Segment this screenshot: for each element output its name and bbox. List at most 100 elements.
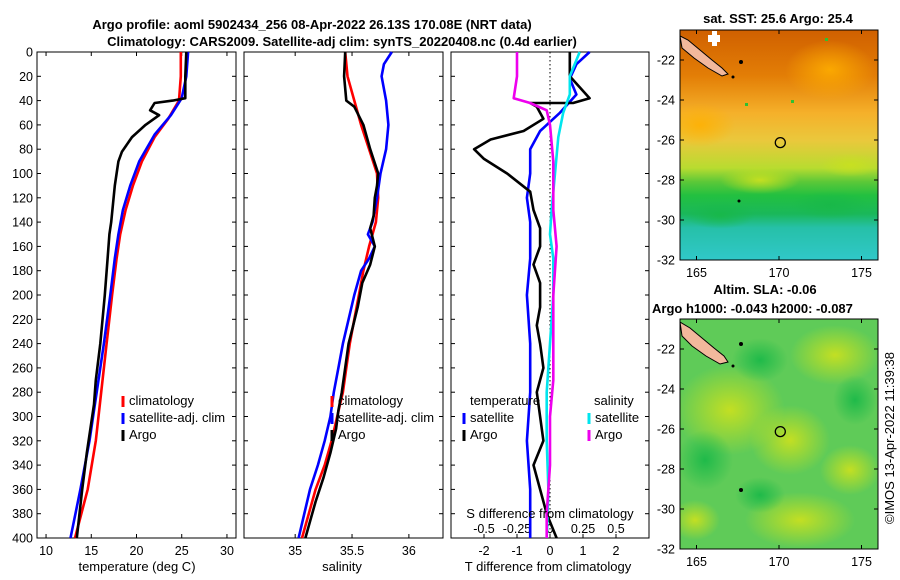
- legend-temperature-title: temperature: [470, 393, 540, 408]
- y-tick-label: 0: [26, 46, 33, 60]
- sst-cool-patch: [790, 191, 870, 219]
- map-lon-label: 175: [851, 555, 872, 569]
- y-tick-label: 160: [12, 240, 33, 254]
- salinity-legend: climatology satellite-adj. clim Argo: [330, 393, 434, 442]
- salinity-plot-frame: [243, 51, 444, 539]
- map-lat-label: -24: [657, 94, 675, 108]
- x-tick-label: 15: [84, 544, 98, 558]
- sla-high-patch: [680, 500, 720, 540]
- legend-t-satellite-label: satellite: [470, 410, 514, 425]
- map-lon-label: 175: [851, 266, 872, 280]
- y-tick-label: 380: [12, 507, 33, 521]
- series-line-s-argo: [512, 52, 558, 538]
- island-marker: [737, 199, 741, 203]
- y-tick-label: 340: [12, 459, 33, 473]
- x-tick-label: 1: [580, 544, 587, 558]
- y-tick-label: 320: [12, 434, 33, 448]
- map-lat-label: -22: [657, 54, 675, 68]
- argo-location-marker: [774, 425, 786, 438]
- map-lat-label: -22: [657, 343, 675, 357]
- island-marker: [739, 60, 743, 64]
- legend-climatology-label: climatology: [129, 393, 195, 408]
- sla-map-title: Altim. SLA: -0.06: [713, 282, 816, 297]
- series-line-climatology: [300, 51, 380, 539]
- legend-s-satellite-label: satellite: [595, 410, 639, 425]
- temperature-series: [69, 51, 190, 539]
- legend-argo-label: Argo: [129, 427, 156, 442]
- y-tick-label: 240: [12, 337, 33, 351]
- series-line-satellite-adj-clim: [69, 51, 190, 539]
- island-marker: [739, 342, 743, 346]
- x-top-tick-label: 0.5: [607, 522, 624, 536]
- sst-front-patch: [820, 153, 878, 177]
- y-tick-label: 400: [12, 532, 33, 546]
- island-marker: [731, 75, 735, 79]
- figure-title-line2: Climatology: CARS2009. Satellite-adj cli…: [107, 34, 577, 49]
- sla-high-patch: [820, 445, 878, 495]
- cloud-mask: [712, 31, 717, 46]
- sst-warm-patch: [680, 103, 735, 147]
- x-tick-label: 20: [130, 544, 144, 558]
- island-marker: [731, 364, 735, 368]
- sla-low-patch: [735, 477, 785, 513]
- x-tick-label: 0: [547, 544, 554, 558]
- series-line-argo: [304, 51, 380, 539]
- y-tick-label: 40: [19, 94, 33, 108]
- map-lat-label: -26: [657, 134, 675, 148]
- sla-map-subtitle: Argo h1000: -0.043 h2000: -0.087: [652, 301, 853, 316]
- y-tick-label: 20: [19, 70, 33, 84]
- y-tick-label: 80: [19, 143, 33, 157]
- map-lon-label: 165: [686, 555, 707, 569]
- sst-map-field: [680, 30, 878, 260]
- temperature-plot-frame: [36, 51, 237, 539]
- temperature-xlabel: temperature (deg C): [78, 559, 195, 574]
- x-tick-label: 35: [288, 544, 302, 558]
- x-top-tick-label: -0.5: [473, 522, 495, 536]
- difference-xlabel: T difference from climatology: [465, 559, 632, 574]
- x-tick-label: 36: [402, 544, 416, 558]
- sst-cool-patch: [685, 201, 755, 229]
- series-line-satellite-adj-clim: [297, 51, 393, 539]
- sst-pixel: [825, 38, 828, 41]
- difference-legend: temperature satellite Argo salinity sate…: [462, 393, 639, 442]
- legend-s-argo-label: Argo: [595, 427, 622, 442]
- legend-salinity-title: salinity: [594, 393, 634, 408]
- sst-pixel: [791, 100, 794, 103]
- map-lat-label: -28: [657, 463, 675, 477]
- y-tick-label: 260: [12, 361, 33, 375]
- map-lat-label: -28: [657, 174, 675, 188]
- y-tick-label: 60: [19, 118, 33, 132]
- legend-argo-label: Argo: [338, 427, 365, 442]
- series-line-t-argo: [472, 52, 591, 539]
- map-lat-label: -24: [657, 383, 675, 397]
- legend-satellite-label: satellite-adj. clim: [338, 410, 434, 425]
- salinity-series: [297, 51, 393, 539]
- x-tick-label: 30: [220, 544, 234, 558]
- sla-low-patch: [680, 430, 733, 490]
- y-tick-label: 100: [12, 167, 33, 181]
- sst-map-title: sat. SST: 25.6 Argo: 25.4: [703, 11, 854, 26]
- new-caledonia-land: [680, 321, 729, 365]
- y-tick-label: 180: [12, 264, 33, 278]
- difference-top-xlabel: S difference from climatology: [466, 506, 634, 521]
- legend-climatology-label: climatology: [338, 393, 404, 408]
- legend-satellite-label: satellite-adj. clim: [129, 410, 225, 425]
- new-caledonia-land: [680, 35, 729, 77]
- y-tick-label: 280: [12, 386, 33, 400]
- y-tick-label: 220: [12, 313, 33, 327]
- x-top-tick-label: 0.25: [571, 522, 595, 536]
- x-tick-label: -2: [478, 544, 489, 558]
- sst-map-axes: 165 170 175 -22 -24 -26 -28 -30 -32: [657, 30, 878, 280]
- sla-low-patch: [732, 338, 788, 382]
- salinity-axes: 35 35.5 36: [244, 51, 443, 558]
- legend-t-argo-label: Argo: [470, 427, 497, 442]
- y-tick-label: 360: [12, 483, 33, 497]
- figure-title-line1: Argo profile: aoml 5902434_256 08-Apr-20…: [92, 17, 531, 32]
- sst-front-patch: [720, 166, 800, 194]
- y-tick-label: 300: [12, 410, 33, 424]
- sla-high-patch: [790, 325, 878, 385]
- x-tick-label: 35.5: [340, 544, 364, 558]
- map-lat-label: -30: [657, 214, 675, 228]
- temperature-axes: 0 20 40 60 80 100 120 140 160 180 200 220 240 260 280 3…: [12, 46, 236, 558]
